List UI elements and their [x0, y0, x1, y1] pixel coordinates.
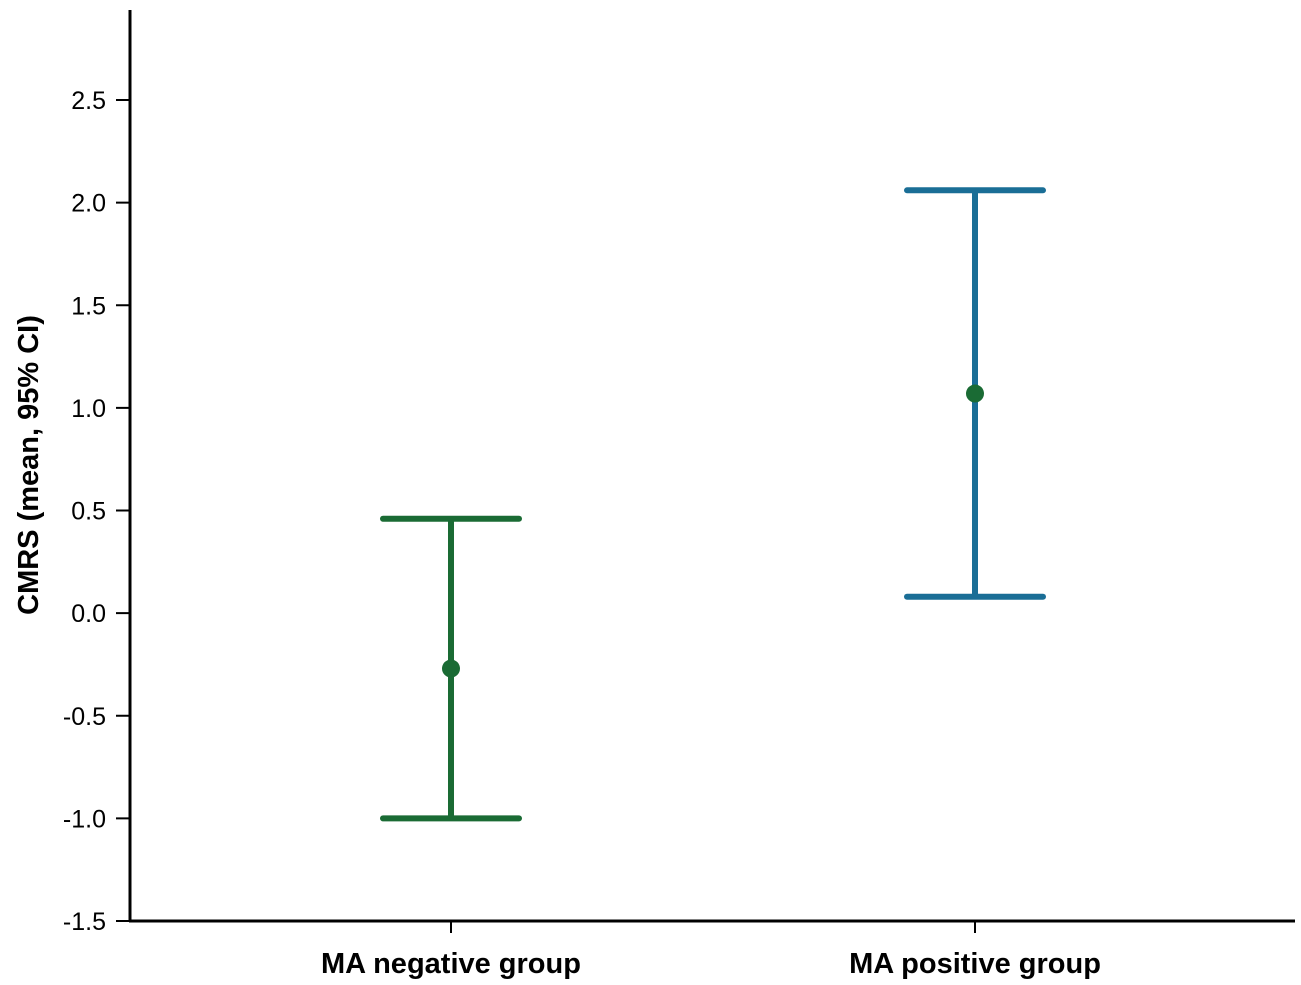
y-tick-label: 1.0	[71, 395, 106, 423]
y-axis-title: CMRS (mean, 95% CI)	[13, 315, 45, 615]
y-tick-label: 0.0	[71, 600, 106, 628]
y-tick-label: -0.5	[63, 703, 106, 731]
x-axis-ticks: MA negative group MA positive group	[321, 921, 1101, 980]
y-tick-label: -1.5	[63, 908, 106, 936]
x-category-label: MA negative group	[321, 948, 581, 980]
y-axis-ticks: -1.5 -1.0 -0.5 0.0 0.5 1.0 1.5 2.0 2.5	[63, 87, 130, 936]
axes	[128, 10, 1295, 923]
y-tick-label: 0.5	[71, 498, 106, 526]
y-tick-label: 1.5	[71, 292, 106, 320]
y-tick-label: 2.0	[71, 190, 106, 218]
mean-point	[442, 659, 460, 678]
mean-point	[966, 384, 984, 403]
y-tick-label: 2.5	[71, 87, 106, 115]
error-bars	[380, 187, 1046, 822]
x-category-label: MA positive group	[849, 948, 1101, 980]
y-tick-label: -1.0	[63, 805, 106, 833]
